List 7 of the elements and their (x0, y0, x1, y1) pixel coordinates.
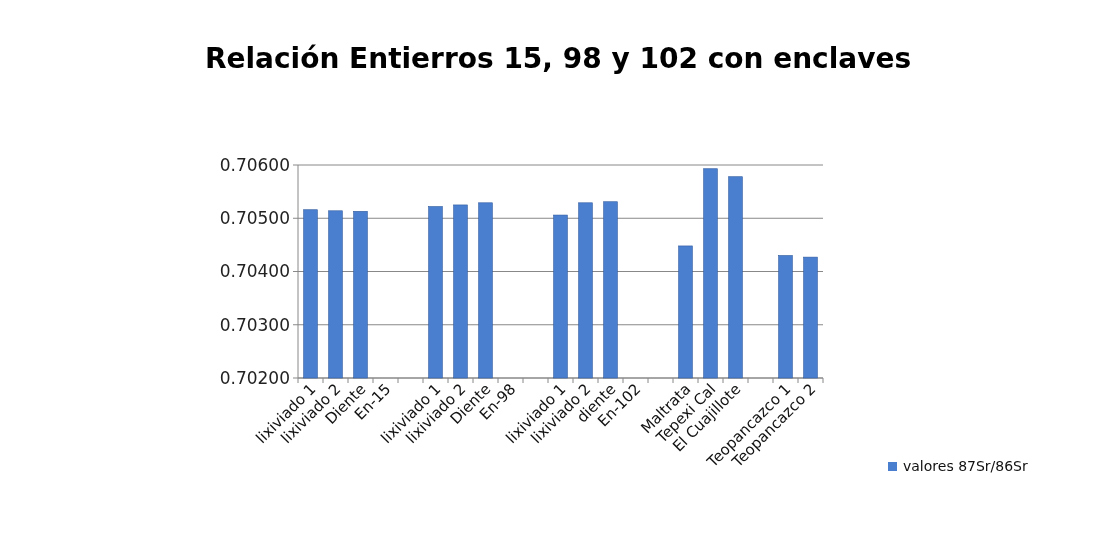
y-tick-label: 0.70400 (219, 261, 290, 282)
y-tick-label: 0.70600 (219, 154, 290, 175)
chart-title: Relación Entierros 15, 98 y 102 con enclaves (204, 42, 912, 75)
y-tick-label: 0.70200 (219, 367, 290, 388)
y-tick-label: 0.70500 (219, 208, 290, 229)
legend-label: valores 87Sr/86Sr (903, 458, 1028, 474)
y-tick-label: 0.70300 (219, 314, 290, 335)
